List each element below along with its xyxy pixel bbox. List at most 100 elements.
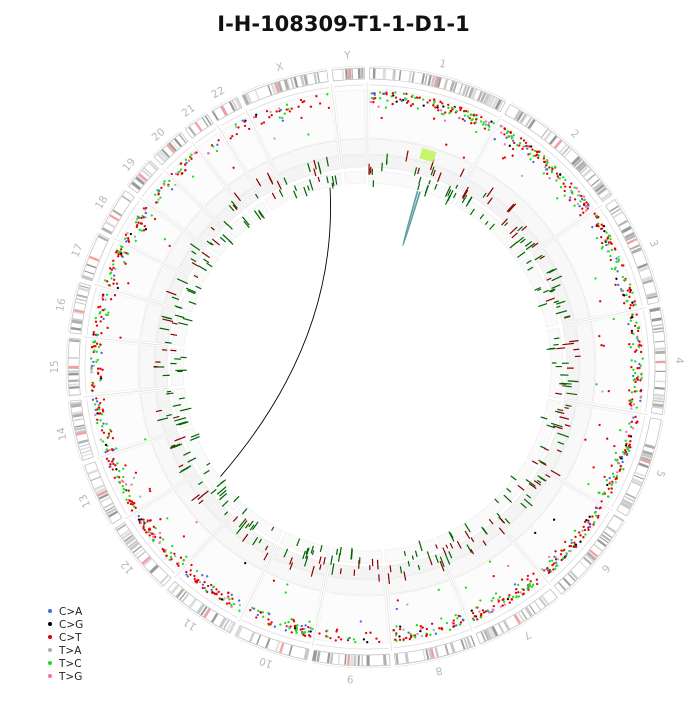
mutation-point: [106, 313, 109, 317]
mutation-point: [147, 531, 150, 534]
mutation-point: [108, 267, 112, 270]
mutation-point: [144, 228, 148, 231]
cnv-loss-mark: [482, 540, 487, 546]
chromosome-label-14: 14: [55, 426, 70, 442]
mutation-point: [185, 573, 188, 576]
mutation-point: [415, 624, 419, 627]
mutation-point: [113, 294, 117, 297]
ideogram-band: [303, 648, 309, 660]
ideogram-band: [524, 606, 533, 617]
cnv-loss-mark: [511, 232, 518, 239]
cnv-gain-mark: [174, 417, 187, 422]
mutation-point: [559, 186, 563, 189]
cnv-gain-mark: [546, 424, 556, 429]
mutation-point: [597, 225, 600, 228]
ideogram-band: [141, 169, 151, 178]
ideogram-band: [135, 548, 144, 556]
outer-ring-chr7: [480, 598, 559, 646]
mutation-point: [526, 578, 529, 581]
mutation-point: [125, 251, 128, 255]
mutation-point: [124, 464, 127, 467]
mutation-point: [607, 243, 610, 246]
cnv-gain-mark: [567, 380, 579, 383]
mutation-point: [405, 636, 408, 640]
mutation-point: [617, 258, 621, 261]
mutation-point: [634, 360, 637, 363]
mutation-point: [90, 346, 94, 349]
mutation-point: [396, 599, 399, 602]
cnv-loss-mark: [564, 424, 571, 427]
mutation-point: [641, 357, 644, 360]
cnv-gain-mark: [206, 240, 213, 246]
mutation-point: [626, 448, 629, 451]
mutation-point: [110, 460, 114, 463]
ideogram-band: [652, 406, 663, 409]
mutation-point: [120, 479, 124, 482]
mutation-point: [102, 309, 105, 312]
mutation-point: [99, 401, 102, 405]
mutation-point: [287, 620, 290, 624]
mutation-point: [585, 201, 588, 204]
mutation-point: [118, 476, 121, 479]
mutation-point: [634, 303, 637, 306]
mutation-point: [107, 434, 111, 438]
mutation-point: [125, 240, 128, 243]
mutation-point: [617, 255, 620, 259]
mutation-point: [127, 489, 130, 492]
cnv-loss-mark: [191, 262, 199, 267]
mutation-point: [308, 620, 311, 623]
ideogram-band: [653, 399, 664, 403]
centromere-band: [138, 173, 148, 182]
chromosome-label-4: 4: [673, 357, 685, 364]
mutation-point: [307, 133, 310, 136]
sector-separator: [460, 115, 502, 191]
mutation-point: [492, 609, 495, 612]
ideogram-band: [78, 286, 90, 293]
mutation-point: [293, 624, 296, 628]
mutation-point: [582, 525, 585, 529]
mutation-point: [268, 116, 271, 119]
mutation-point: [190, 157, 193, 160]
cnv-loss-mark: [319, 564, 322, 570]
cnv-gain-mark: [413, 167, 418, 176]
mutation-point: [185, 555, 188, 558]
outer-ring-chr19: [126, 159, 150, 186]
cnv-gain-mark: [293, 190, 298, 199]
mutation-point: [625, 442, 628, 446]
ideogram-band: [585, 554, 595, 563]
mutation-point: [296, 624, 299, 627]
mutation-point: [637, 326, 641, 329]
mutation-point: [430, 622, 434, 625]
mutation-point: [416, 107, 420, 110]
mutation-point: [522, 592, 525, 595]
mutation-point: [108, 428, 112, 431]
mutation-point: [607, 241, 611, 244]
cnv-gain-mark: [449, 532, 454, 539]
legend-item: T>C: [48, 658, 83, 671]
cnv-gain-mark: [430, 166, 435, 176]
cnv-gain-mark: [553, 343, 559, 346]
mutation-point: [112, 274, 116, 277]
mutation-point: [237, 126, 240, 129]
ideogram-band: [578, 163, 588, 173]
cnv-gain-mark: [538, 459, 547, 465]
mutation-point: [625, 300, 628, 303]
mutation-point: [284, 629, 287, 632]
ideogram-band: [491, 626, 499, 637]
ideogram-band: [497, 100, 504, 111]
cnv-loss-mark: [562, 342, 575, 346]
ideogram-band: [649, 307, 661, 313]
ideogram-band: [411, 72, 415, 83]
cnv-track-bg-chr19: [145, 175, 202, 230]
ideogram-band: [69, 386, 80, 390]
mutation-point: [631, 427, 635, 430]
mutation-point: [159, 196, 162, 199]
mutation-point: [640, 372, 643, 375]
ideogram-band: [353, 655, 357, 666]
cnv-loss-mark: [417, 167, 420, 175]
mutation-point: [574, 543, 578, 546]
mutation-point: [619, 429, 622, 432]
legend-marker: [48, 635, 52, 639]
cnv-gain-mark: [381, 162, 383, 172]
mutation-point: [635, 349, 638, 352]
